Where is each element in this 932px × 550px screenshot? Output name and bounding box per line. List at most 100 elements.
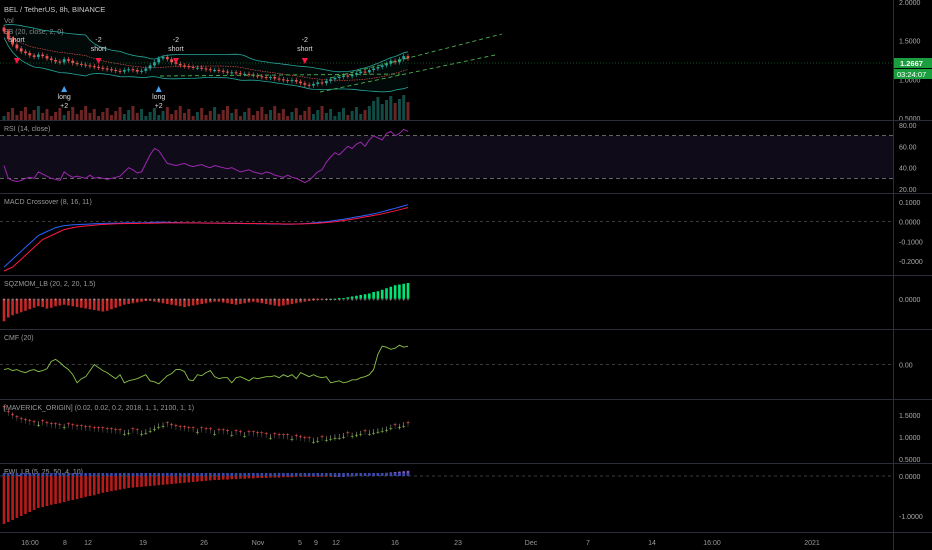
momentum-bar (290, 298, 294, 304)
momentum-bar (191, 298, 195, 306)
sar-marker: + (402, 423, 406, 430)
volume-bar (66, 111, 70, 120)
sar-marker: + (183, 424, 187, 431)
volume-bar (217, 114, 221, 120)
momentum-bar (183, 298, 186, 307)
signal-sublabel: short (168, 46, 184, 53)
volume-bar (101, 112, 105, 120)
momentum-bar (247, 298, 251, 303)
time-tick-label: 2021 (804, 540, 820, 547)
ewi-wave-bar (19, 473, 23, 476)
ewi-wave-bar (166, 473, 169, 476)
ewi-wave-bar (376, 473, 380, 476)
squeeze-dot: + (243, 297, 246, 303)
volume-bar (49, 116, 53, 120)
sar-marker: + (6, 408, 10, 415)
ewi-bar (110, 476, 113, 492)
price-pane[interactable]: 2.0000 1.5000 1.0000 0.5000 (0, 0, 921, 123)
ewi-bar (221, 476, 225, 480)
momentum-bar (105, 298, 109, 311)
signal-label: long (58, 94, 71, 101)
ewi-bar (148, 476, 152, 486)
squeeze-dot: + (329, 297, 332, 303)
momentum-bar (71, 298, 75, 307)
momentum-bar (178, 298, 182, 307)
indicator-pane[interactable]: [MAVERICK_ORIGIN] (0.02, 0.02, 0.2, 2018… (2, 404, 920, 464)
ewi-bar (153, 476, 156, 486)
momentum-bar (28, 298, 32, 310)
ewi-bar (256, 476, 259, 478)
squeeze-dot: + (58, 297, 61, 303)
sar-marker: + (307, 435, 311, 442)
ewi-wave-bar (312, 473, 315, 476)
squeeze-dot: + (97, 297, 100, 303)
squeeze-dot: + (11, 297, 14, 303)
volume-bar (221, 110, 225, 120)
sar-marker: + (350, 434, 354, 441)
candle (36, 54, 40, 57)
candle (260, 76, 264, 78)
time-tick-label: 12 (332, 540, 340, 547)
momentum-bar (393, 285, 397, 299)
sar-marker: + (191, 425, 195, 432)
ewi-bar (15, 476, 19, 518)
price-tick-label: 2.0000 (899, 0, 921, 7)
indicator-pane[interactable]: SQZMOM_LB (20, 2, 20, 1.5)0.0000+ + + + + + + +… (2, 281, 921, 322)
time-tick-label: 16 (391, 540, 399, 547)
squeeze-dot: + (123, 297, 126, 303)
price-tick-label: 0.5000 (899, 116, 921, 123)
volume-bar (165, 107, 169, 120)
volume-bar (294, 108, 298, 120)
volume-bar (187, 109, 191, 120)
momentum-bar (398, 284, 401, 299)
volume-bar (71, 107, 75, 120)
squeeze-dot: + (316, 297, 319, 303)
ewi-wave-bar (355, 473, 358, 476)
sar-marker: + (148, 429, 152, 436)
squeeze-dot: + (355, 297, 358, 303)
sar-marker: + (62, 425, 66, 432)
squeeze-dot: + (101, 297, 104, 303)
time-tick-label: 16:00 (21, 540, 39, 547)
momentum-bar (234, 298, 238, 305)
ewi-bar (62, 476, 66, 502)
ewi-wave-bar (368, 473, 371, 476)
ewi-bar (234, 476, 238, 480)
momentum-bar (49, 298, 53, 308)
squeeze-dot: + (28, 297, 31, 303)
volume-bar (36, 106, 40, 120)
bollinger-upper (3, 23, 409, 73)
time-tick-label: 7 (586, 540, 590, 547)
price-tick-label: 1.0000 (899, 77, 921, 84)
momentum-bar (135, 298, 139, 303)
squeeze-dot: + (239, 297, 242, 303)
ewi-wave-bar (402, 473, 406, 476)
squeeze-dot: + (200, 297, 203, 303)
signal-sublabel: +2 (155, 103, 163, 110)
candle (49, 58, 53, 60)
momentum-bar (337, 298, 341, 299)
squeeze-dot: + (204, 297, 207, 303)
sar-marker: + (299, 434, 303, 441)
sar-marker: + (368, 431, 372, 438)
indicator-pane[interactable]: EWI_LB (5, 25, 50, 4, 10) 0.0000 -1.0000 (0, 469, 923, 524)
volume-bar (299, 115, 303, 120)
ewi-bar (6, 476, 10, 522)
indicator-pane[interactable]: CMF (20) 0.00 (0, 335, 913, 385)
time-tick-label: 16:00 (703, 540, 721, 547)
volume-bar (79, 110, 83, 120)
squeeze-dot: + (153, 297, 156, 303)
volume-bar (346, 115, 350, 120)
momentum-bar (19, 298, 23, 313)
momentum-bar (170, 298, 173, 305)
indicator-pane[interactable]: MACD Crossover (8, 16, 11) 0.1000 0.0000 -0… (0, 199, 923, 272)
ewi-wave-bar (372, 473, 375, 476)
ewi-wave-bar (385, 473, 388, 476)
volume-bar (28, 114, 32, 120)
squeeze-dot: + (179, 297, 182, 303)
last-price-tag: 1.2667 03:24:07 (894, 58, 932, 79)
momentum-bar (355, 295, 358, 299)
indicator-pane[interactable]: RSI (14, close) 80.00 60.00 40.00 20.00 (0, 123, 917, 194)
